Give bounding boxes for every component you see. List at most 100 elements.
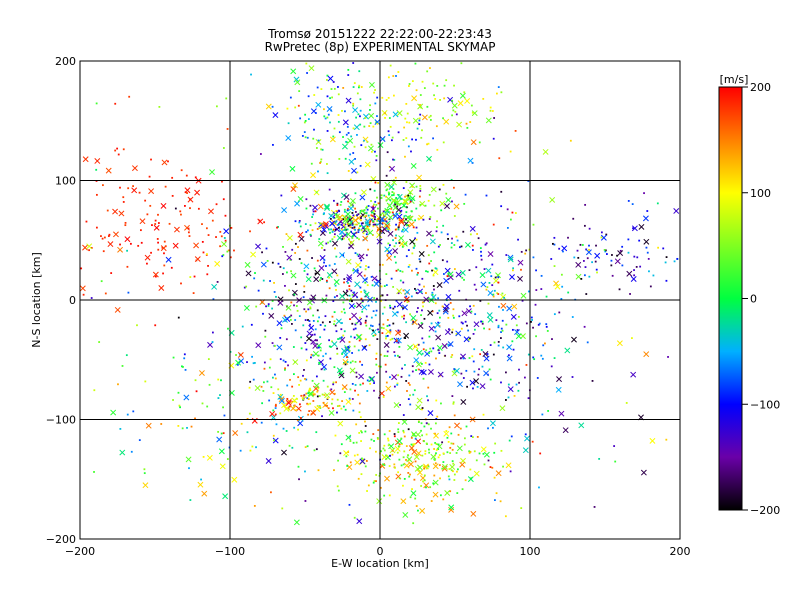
scatter-dot (406, 121, 408, 124)
scatter-dot (381, 222, 384, 225)
scatter-dot (336, 352, 339, 355)
scatter-dot (428, 262, 431, 265)
scatter-dot (514, 130, 517, 132)
scatter-dot (322, 213, 325, 216)
scatter-dot (205, 227, 208, 230)
scatter-dot (211, 331, 214, 334)
scatter-dot (327, 113, 330, 116)
scatter-dot (353, 336, 356, 339)
scatter-dot (264, 335, 267, 338)
scatter-dot (582, 260, 585, 262)
scatter-cross (479, 272, 486, 279)
scatter-cross (473, 321, 480, 328)
scatter-dot (477, 237, 480, 240)
scatter-dot (360, 217, 362, 219)
scatter-dot (350, 289, 353, 292)
scatter-dot (545, 323, 548, 326)
scatter-cross (396, 110, 403, 117)
scatter-dot (346, 465, 349, 467)
scatter-dot (350, 230, 352, 233)
scatter-dot (288, 444, 291, 447)
scatter-cross (329, 220, 336, 227)
scatter-dot (312, 409, 315, 412)
scatter-dot (461, 488, 464, 491)
scatter-dot (450, 469, 453, 472)
scatter-dot (370, 438, 373, 441)
scatter-dot (387, 437, 389, 440)
scatter-cross (305, 276, 312, 283)
scatter-dot (279, 393, 282, 396)
scatter-dot (336, 347, 338, 350)
scatter-cross (355, 334, 362, 341)
scatter-cross (338, 372, 345, 379)
scatter-dot (298, 219, 301, 222)
scatter-dot (619, 249, 622, 252)
scatter-dot (182, 366, 184, 368)
scatter-dot (148, 175, 151, 178)
scatter-dot (274, 407, 277, 409)
scatter-dot (82, 293, 85, 296)
scatter-dot (348, 285, 351, 287)
scatter-cross (396, 193, 403, 200)
scatter-dot (497, 293, 500, 295)
scatter-dot (150, 158, 152, 161)
scatter-dot (202, 455, 205, 458)
scatter-dot (308, 410, 311, 412)
scatter-dot (286, 384, 289, 387)
scatter-cross (306, 299, 313, 306)
scatter-dot (387, 96, 390, 99)
scatter-dot (476, 435, 479, 438)
scatter-dot (289, 259, 292, 261)
scatter-cross (368, 112, 375, 119)
scatter-dot (345, 217, 348, 220)
scatter-dot (304, 500, 307, 502)
scatter-dot (485, 242, 488, 245)
scatter-dot (306, 72, 308, 74)
scatter-dot (388, 494, 391, 497)
scatter-dot (462, 230, 465, 233)
scatter-dot (329, 217, 332, 220)
scatter-dot (274, 373, 276, 376)
scatter-dot (324, 117, 327, 120)
scatter-dot (393, 158, 396, 161)
scatter-cross (393, 402, 400, 408)
scatter-dot (464, 479, 467, 482)
scatter-cross (408, 221, 415, 228)
scatter-dot (347, 200, 349, 203)
scatter-dot (100, 280, 103, 283)
scatter-dot (450, 432, 453, 435)
colorbar-tick-label: −100 (750, 398, 780, 411)
scatter-dot (297, 246, 299, 248)
scatter-dot (350, 135, 353, 138)
scatter-dot (453, 244, 456, 246)
scatter-dot (459, 427, 462, 430)
scatter-dot (377, 328, 379, 331)
scatter-cross (436, 282, 443, 288)
scatter-dot (365, 265, 367, 267)
scatter-cross (487, 316, 494, 323)
scatter-dot (497, 326, 500, 329)
scatter-dot (395, 75, 397, 77)
scatter-dot (365, 324, 368, 327)
scatter-dot (419, 203, 422, 206)
scatter-dot (367, 228, 370, 231)
scatter-dot (292, 346, 295, 348)
scatter-dot (429, 216, 432, 218)
scatter-dot (253, 362, 256, 364)
scatter-dot (415, 138, 417, 141)
scatter-dot (343, 281, 345, 284)
scatter-dot (385, 208, 388, 211)
scatter-cross (359, 194, 366, 201)
scatter-dot (471, 436, 474, 439)
scatter-dot (504, 515, 507, 518)
scatter-cross (354, 459, 361, 466)
scatter-dot (222, 254, 225, 256)
scatter-dot (413, 389, 416, 392)
scatter-cross (297, 231, 304, 238)
scatter-dot (343, 208, 346, 211)
scatter-dot (314, 112, 317, 114)
scatter-dot (114, 102, 117, 105)
scatter-dot (323, 108, 325, 111)
scatter-dot (393, 385, 396, 388)
scatter-dot (544, 342, 546, 345)
